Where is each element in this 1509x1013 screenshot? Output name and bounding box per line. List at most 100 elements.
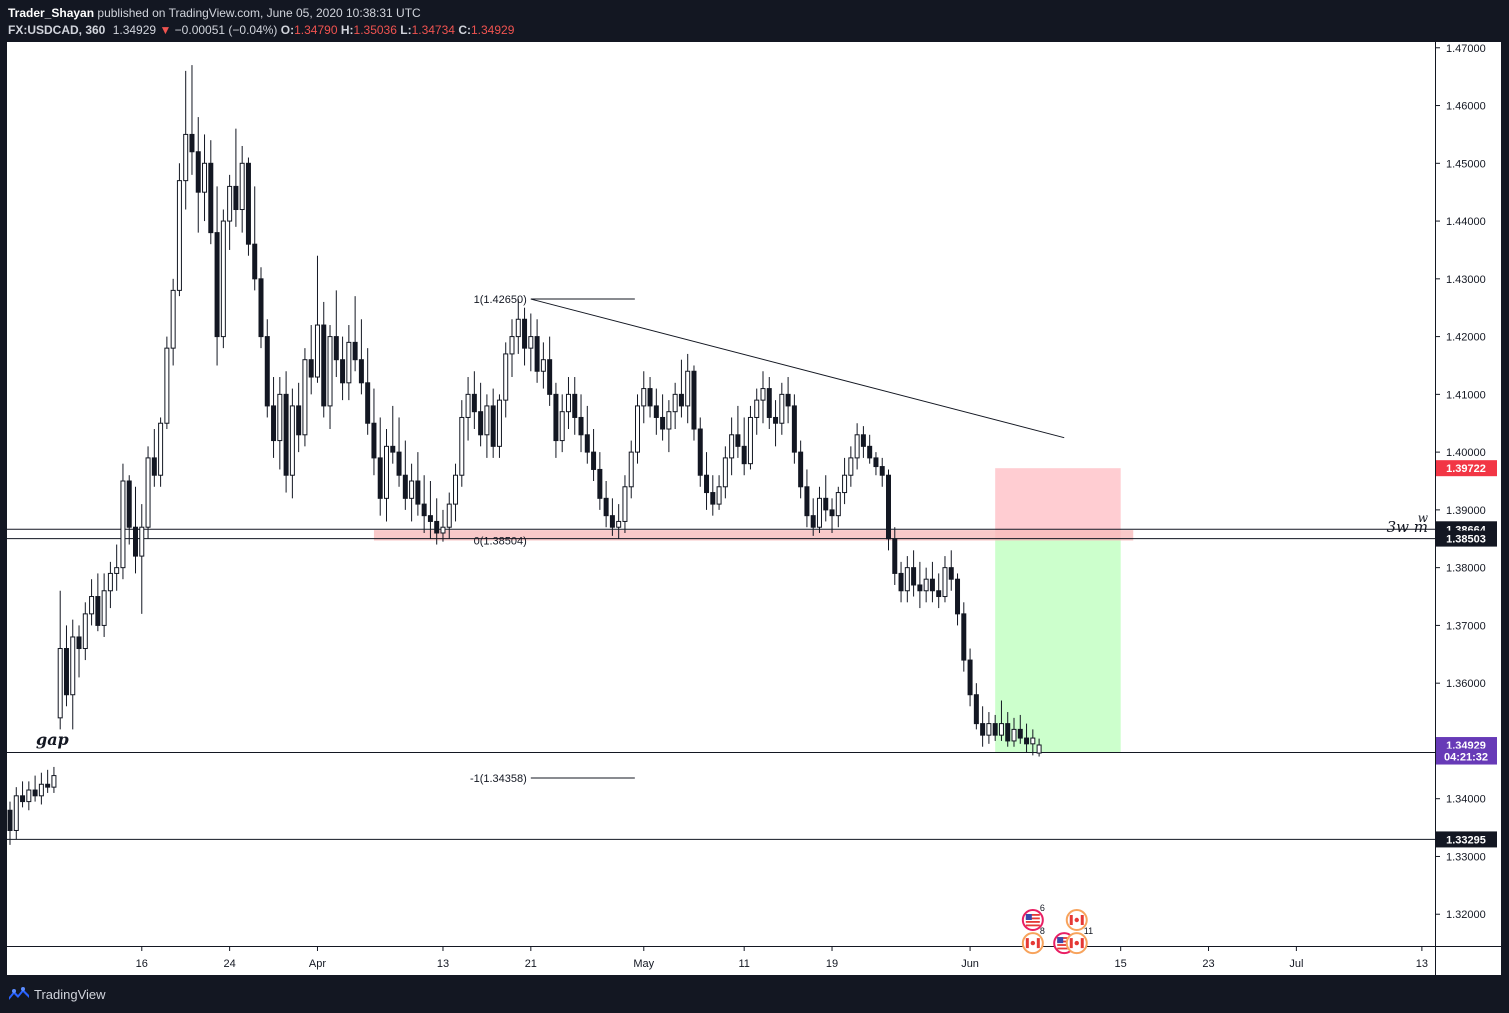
candle[interactable] bbox=[685, 353, 691, 424]
candle[interactable] bbox=[57, 590, 63, 730]
candle[interactable] bbox=[898, 561, 904, 603]
candle[interactable] bbox=[628, 440, 634, 499]
candle[interactable] bbox=[1005, 712, 1011, 747]
candle[interactable] bbox=[126, 475, 132, 545]
candle[interactable] bbox=[986, 712, 992, 744]
candle[interactable] bbox=[63, 625, 69, 707]
candle[interactable] bbox=[766, 377, 772, 430]
candle[interactable] bbox=[961, 602, 967, 672]
candle[interactable] bbox=[13, 787, 19, 840]
candle[interactable] bbox=[346, 325, 352, 401]
candle[interactable] bbox=[722, 446, 728, 499]
candle[interactable] bbox=[936, 573, 942, 609]
candle[interactable] bbox=[660, 394, 666, 441]
candle[interactable] bbox=[773, 400, 779, 447]
candle[interactable] bbox=[352, 296, 358, 372]
ca-flag-icon[interactable]: 11 bbox=[1065, 926, 1093, 955]
candle[interactable] bbox=[471, 371, 477, 430]
candle[interactable] bbox=[998, 700, 1004, 741]
candle[interactable] bbox=[114, 544, 120, 591]
candle[interactable] bbox=[227, 174, 233, 250]
candle[interactable] bbox=[358, 319, 364, 395]
candle[interactable] bbox=[1030, 729, 1036, 756]
candle[interactable] bbox=[785, 377, 791, 424]
candle[interactable] bbox=[842, 457, 848, 505]
candle[interactable] bbox=[791, 394, 797, 464]
candle[interactable] bbox=[823, 475, 829, 522]
candle[interactable] bbox=[760, 371, 766, 424]
candle[interactable] bbox=[647, 377, 653, 418]
candle[interactable] bbox=[409, 463, 415, 522]
candle[interactable] bbox=[133, 486, 138, 574]
candle[interactable] bbox=[478, 382, 484, 447]
candle[interactable] bbox=[421, 475, 427, 533]
candle[interactable] bbox=[559, 394, 565, 453]
trendline[interactable] bbox=[530, 298, 1065, 439]
candle[interactable] bbox=[151, 429, 157, 487]
candle[interactable] bbox=[277, 377, 283, 470]
candle[interactable] bbox=[848, 446, 854, 487]
candle[interactable] bbox=[835, 486, 841, 528]
candle[interactable] bbox=[547, 336, 553, 406]
candle[interactable] bbox=[490, 388, 496, 458]
candle[interactable] bbox=[747, 405, 753, 470]
candle[interactable] bbox=[158, 417, 164, 487]
candle[interactable] bbox=[202, 134, 208, 222]
footer-brand[interactable]: TradingView bbox=[34, 987, 106, 1002]
candle[interactable] bbox=[453, 463, 459, 522]
candle[interactable] bbox=[553, 382, 559, 458]
candle[interactable] bbox=[314, 255, 320, 383]
candle[interactable] bbox=[145, 446, 151, 539]
candle[interactable] bbox=[860, 426, 866, 458]
candle[interactable] bbox=[340, 336, 346, 401]
ca-flag-icon[interactable] bbox=[1065, 909, 1088, 932]
candle[interactable] bbox=[929, 561, 935, 603]
candle[interactable] bbox=[798, 440, 804, 499]
candle[interactable] bbox=[459, 400, 465, 487]
candle[interactable] bbox=[107, 561, 113, 609]
candle[interactable] bbox=[82, 602, 88, 661]
candle[interactable] bbox=[597, 452, 603, 510]
candle[interactable] bbox=[528, 313, 534, 372]
candle[interactable] bbox=[716, 475, 722, 510]
candle[interactable] bbox=[484, 394, 490, 458]
candle[interactable] bbox=[302, 348, 308, 447]
candle[interactable] bbox=[26, 781, 32, 811]
candle[interactable] bbox=[440, 509, 446, 542]
stop-loss-zone[interactable] bbox=[995, 468, 1121, 539]
candle[interactable] bbox=[51, 766, 57, 793]
candle[interactable] bbox=[183, 70, 189, 210]
candle[interactable] bbox=[390, 405, 396, 464]
candle[interactable] bbox=[609, 498, 615, 536]
candle[interactable] bbox=[496, 394, 502, 458]
candle[interactable] bbox=[578, 394, 584, 453]
candle[interactable] bbox=[917, 561, 923, 609]
candle[interactable] bbox=[333, 290, 339, 378]
candle[interactable] bbox=[854, 423, 860, 470]
candle[interactable] bbox=[955, 573, 961, 626]
price-axis[interactable] bbox=[1435, 42, 1501, 946]
tradingview-logo-icon[interactable] bbox=[8, 986, 30, 1000]
candle[interactable] bbox=[892, 527, 898, 585]
candle[interactable] bbox=[415, 452, 421, 516]
candle[interactable] bbox=[540, 342, 546, 389]
candle[interactable] bbox=[139, 504, 145, 614]
candle[interactable] bbox=[427, 481, 433, 539]
candle[interactable] bbox=[992, 714, 998, 741]
candle[interactable] bbox=[208, 140, 214, 245]
candle[interactable] bbox=[816, 486, 822, 533]
price-tag[interactable]: 1.39722 bbox=[1436, 460, 1497, 477]
take-profit-zone[interactable] bbox=[995, 538, 1121, 753]
candle[interactable] bbox=[584, 405, 590, 464]
time-axis[interactable] bbox=[7, 946, 1501, 975]
candle[interactable] bbox=[7, 801, 13, 845]
candle[interactable] bbox=[170, 278, 176, 366]
candle[interactable] bbox=[1024, 723, 1030, 753]
candle[interactable] bbox=[867, 434, 873, 464]
candle[interactable] bbox=[904, 556, 910, 603]
candle[interactable] bbox=[635, 394, 640, 464]
candle[interactable] bbox=[879, 457, 885, 487]
candle[interactable] bbox=[239, 145, 245, 233]
candle[interactable] bbox=[603, 481, 609, 528]
